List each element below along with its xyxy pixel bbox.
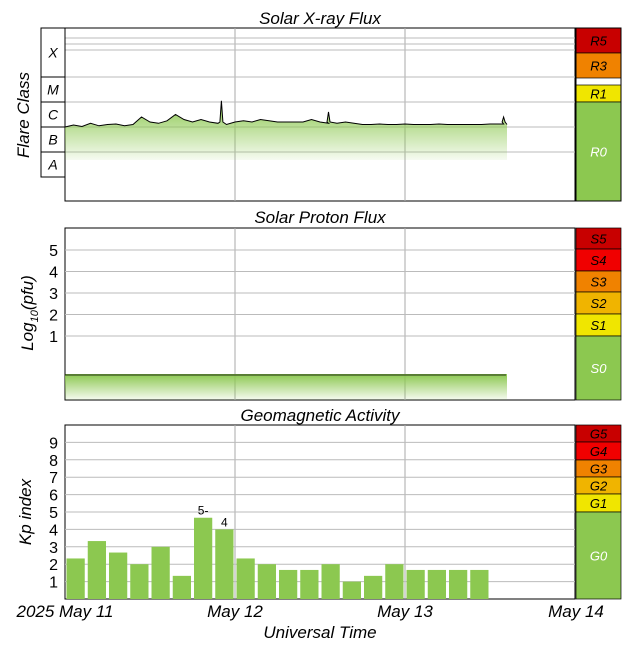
proton-scale-label-s5: S5 [591,232,608,247]
xray-scale-band-r0 [575,101,622,202]
kp-bar [427,569,446,599]
kp-bar [130,564,149,599]
kp-ytick-label: 2 [49,557,58,574]
kp-bar [194,517,213,599]
x-tick-label: May 12 [207,602,263,621]
kp-ytick-label: 5 [49,505,58,522]
kp-bar-label: 4 [221,515,228,529]
kp-scale-label-g0: G0 [590,549,608,564]
xray-class-label-b: B [48,132,57,148]
proton-flux-fill [65,374,507,400]
kp-bar [215,529,234,599]
proton-flux-line [64,374,506,376]
xray-scale-label-r3: R3 [590,59,607,74]
proton-panel: 1 2 3 4 5 S5 S4 S3 S2 S1 S0 [49,227,622,401]
kp-bar [406,569,425,599]
kp-ytick-label: 3 [49,540,58,557]
xray-class-box [40,151,66,178]
proton-scale-label-s3: S3 [591,275,608,290]
kp-ylabel: Kp index [16,478,35,545]
xray-flux-fill [65,100,507,160]
kp-bar [279,569,298,599]
kp-bar [300,569,319,599]
proton-ytick-label: 1 [49,329,58,346]
kp-title: Geomagnetic Activity [240,406,401,425]
xray-class-box [40,27,66,78]
xray-scale-label-r5: R5 [590,34,607,49]
proton-ylabel: Log10(pfu) [18,275,41,351]
xray-ylabel: Flare Class [14,72,33,158]
kp-scale-label-g5: G5 [590,427,608,442]
kp-ytick-label: 4 [49,522,58,539]
xray-class-label-c: C [48,107,59,123]
kp-bar [172,575,191,599]
xray-scale-label-r0: R0 [590,145,607,160]
kp-ytick-label: 9 [49,435,58,452]
proton-scale-label-s4: S4 [591,253,607,268]
kp-bar [109,552,128,599]
proton-ytick-label: 4 [49,265,58,282]
kp-bar [87,541,106,599]
kp-bar [257,564,276,599]
kp-bar-label: 5- [198,504,209,518]
proton-title: Solar Proton Flux [254,208,386,227]
proton-ytick-label: 5 [49,243,58,260]
kp-bar [385,564,404,599]
kp-ytick-label: 1 [49,575,58,592]
x-tick-label: May 13 [377,602,433,621]
xray-flux-line [64,100,508,128]
kp-bar [342,581,361,599]
x-axis-ticks: 2025 May 11 May 12 May 13 May 14 [15,602,603,621]
kp-ytick-label: 8 [49,453,58,470]
xray-scale-border [575,27,622,202]
xray-scale-label-r1: R1 [590,87,607,102]
kp-scale-label-g1: G1 [590,496,607,511]
x-tick-label: 2025 May 11 [15,602,113,621]
proton-scale-label-s1: S1 [591,318,607,333]
kp-bar [449,569,468,599]
xray-class-label-m: M [47,82,59,98]
kp-scale-label-g4: G4 [590,444,607,459]
kp-bar [236,558,255,599]
kp-bar [364,575,383,599]
xray-title: Solar X-ray Flux [259,9,381,28]
proton-scale-label-s2: S2 [591,296,608,311]
x-axis-label: Universal Time [263,623,376,642]
xray-class-label-x: X [47,45,58,61]
proton-scale-band-s0 [575,335,622,401]
kp-bar [321,564,340,599]
xray-class-label-a: A [47,157,57,173]
kp-ytick-label: 7 [49,470,58,487]
proton-ytick-label: 3 [49,286,58,303]
x-tick-label: May 14 [548,602,604,621]
kp-bar [151,546,170,599]
kp-ytick-label: 6 [49,488,58,505]
proton-ytick-label: 2 [49,308,58,325]
proton-scale-label-s0: S0 [591,361,608,376]
kp-scale-label-g2: G2 [590,479,608,494]
kp-scale-label-g3: G3 [590,462,608,477]
xray-plot-area [64,27,576,202]
kp-bar [470,569,489,599]
kp-bar [66,558,85,599]
kp-scale-band-g0 [575,511,622,600]
